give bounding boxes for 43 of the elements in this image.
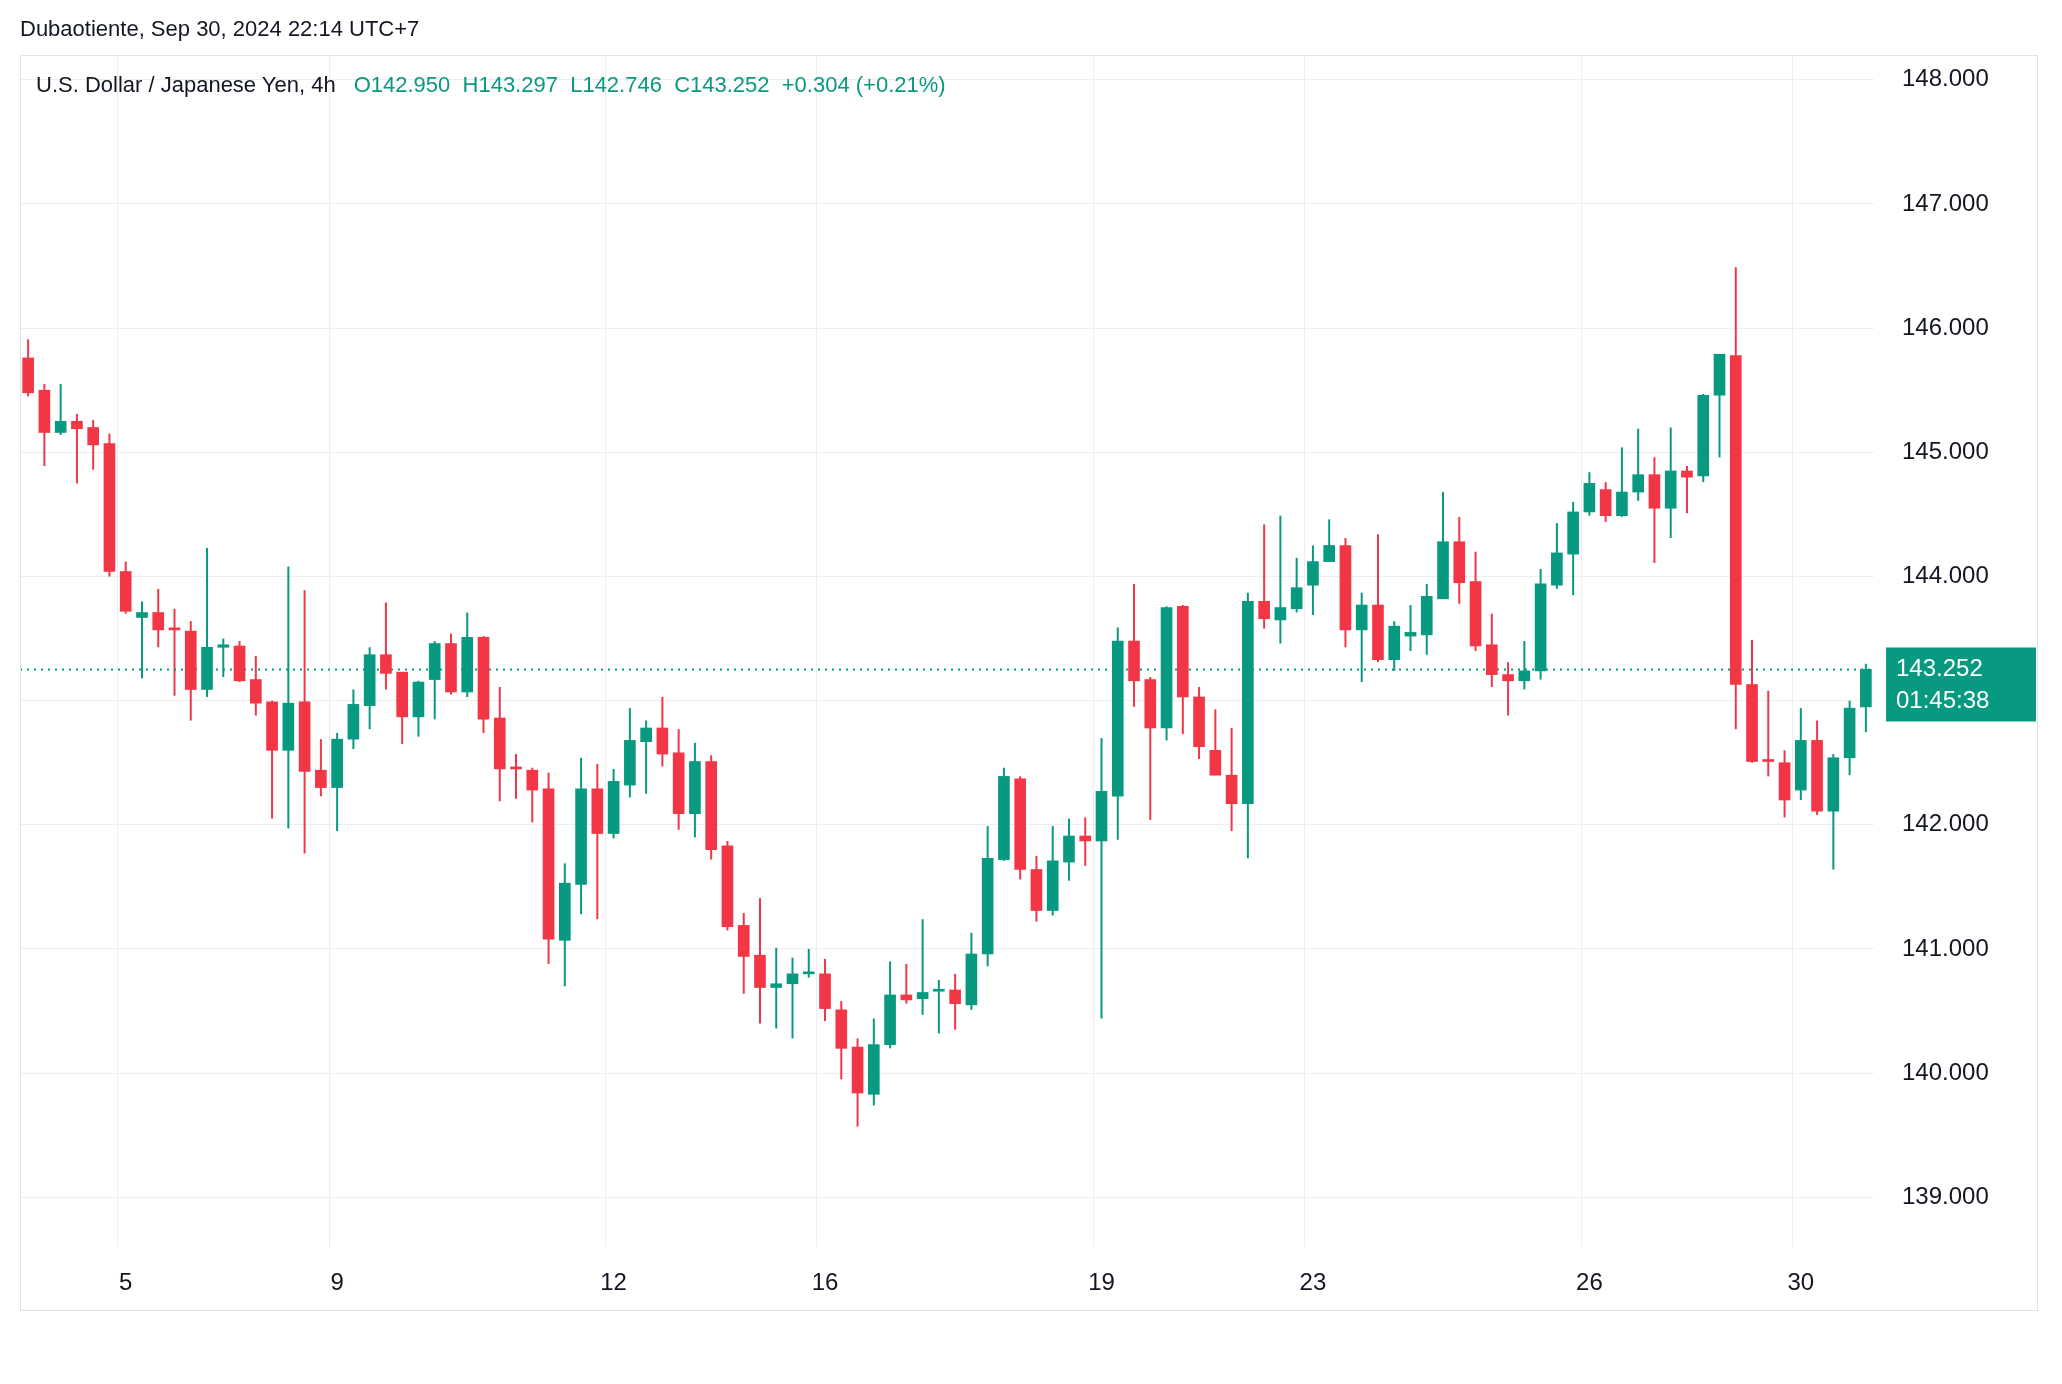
text: Dubaotiente, Sep 30, 2024 22:14 UTC+7 [20, 16, 420, 42]
candlestick [87, 419, 100, 471]
candlestick [152, 587, 165, 649]
y-tick-label: 144.000 [1902, 561, 1989, 589]
x-tick-label: 23 [1299, 1268, 1327, 1296]
text: U.S. Dollar / Japanese Yen, 4h [36, 72, 336, 98]
x-tick-label: 12 [600, 1268, 627, 1296]
candlestick [916, 918, 929, 1016]
candlestick [1274, 514, 1287, 645]
candlestick [1681, 464, 1693, 515]
candlestick [71, 412, 83, 485]
text: 01:45:38 [1896, 686, 1990, 713]
candlestick [1632, 427, 1645, 502]
candlestick [1323, 518, 1336, 563]
candlestick [640, 719, 652, 795]
x-tick-label: 16 [811, 1268, 839, 1296]
candlestick [1502, 661, 1514, 717]
candlestick [54, 383, 67, 436]
candlestick [526, 766, 539, 824]
y-tick-label: 147.000 [1902, 188, 1989, 216]
candlestick [315, 738, 327, 798]
candlestick [1762, 689, 1775, 778]
candlestick [1290, 556, 1303, 614]
candlestick [1079, 816, 1092, 867]
candlestick [380, 601, 392, 691]
y-tick-label: 141.000 [1902, 933, 1989, 961]
x-tick-label: 5 [119, 1268, 133, 1296]
x-tick-label: 19 [1088, 1268, 1115, 1296]
ref-line-label: 143.252 [1896, 654, 1983, 681]
candlestick [949, 972, 961, 1031]
candlestick [770, 946, 783, 1030]
x-tick-label: 26 [1576, 1268, 1603, 1296]
candlestick [1258, 523, 1270, 630]
y-tick-label: 139.000 [1902, 1181, 1989, 1209]
y-tick-label: 146.000 [1902, 312, 1989, 340]
candlestick [933, 979, 945, 1035]
y-tick-label: 148.000 [1902, 64, 1989, 92]
y-tick-label: 145.000 [1902, 436, 1989, 464]
text: O142.950 H143.297 L142.746 C143.252 +0.304 (+0.21%) [353, 72, 946, 98]
y-tick-label: 140.000 [1902, 1057, 1989, 1085]
x-tick-label: 9 [330, 1268, 344, 1296]
x-tick-label: 30 [1787, 1268, 1815, 1296]
y-tick-label: 142.000 [1902, 809, 1989, 837]
